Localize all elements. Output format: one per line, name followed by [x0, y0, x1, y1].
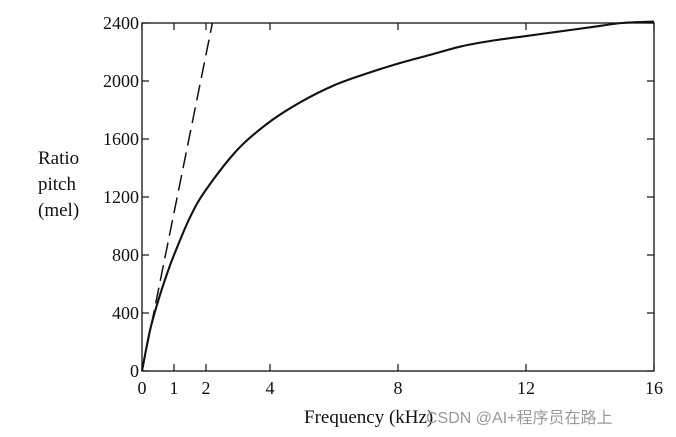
- series-lines: [140, 20, 655, 372]
- x-tick-label-5: 12: [517, 378, 535, 398]
- ticks: [141, 22, 655, 372]
- series-line-dashed: [141, 22, 214, 372]
- x-tick-label-2: 2: [202, 378, 211, 398]
- y-tick-label-1: 400: [112, 303, 139, 323]
- y-tick-label-5: 2000: [103, 71, 139, 91]
- y-axis-label-line-2: pitch: [38, 174, 76, 195]
- series-line-solid: [140, 20, 655, 372]
- y-tick-label-6: 2400: [103, 13, 139, 33]
- x-tick-label-3: 4: [266, 378, 275, 398]
- y-tick-label-0: 0: [130, 361, 139, 381]
- watermark: CSDN @AI+程序员在路上: [426, 409, 613, 427]
- y-tick-label-2: 800: [112, 245, 139, 265]
- x-tick-label-0: 0: [138, 378, 147, 398]
- x-tick-label-1: 1: [170, 378, 179, 398]
- y-tick-label-4: 1600: [103, 129, 139, 149]
- x-axis-label: Frequency (kHz): [304, 407, 433, 428]
- y-tick-label-3: 1200: [103, 187, 139, 207]
- plot-frame: [141, 22, 655, 372]
- y-axis-label-line-1: Ratio: [38, 148, 79, 169]
- x-tick-label-6: 16: [645, 378, 663, 398]
- y-axis-label-line-3: (mel): [38, 200, 79, 221]
- x-tick-label-4: 8: [394, 378, 403, 398]
